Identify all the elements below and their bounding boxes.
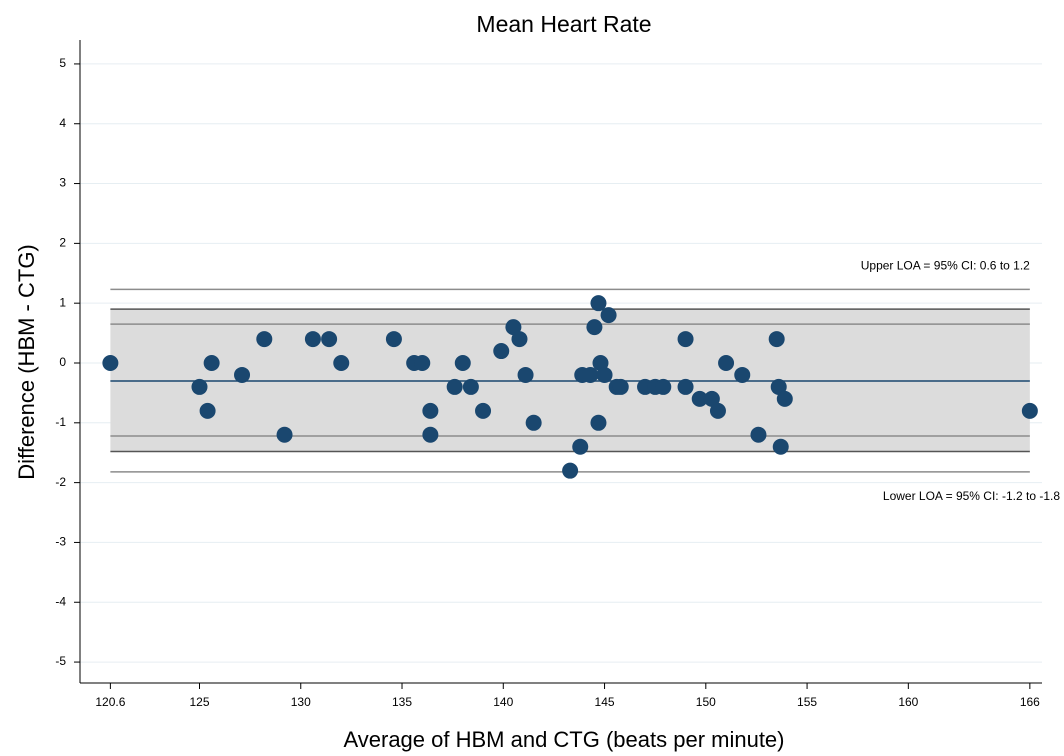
y-tick-label: 0: [59, 355, 66, 369]
point: [677, 331, 694, 348]
point: [454, 354, 471, 371]
point: [596, 366, 613, 383]
point: [612, 378, 629, 395]
point: [422, 426, 439, 443]
point: [1021, 402, 1038, 419]
point: [734, 366, 751, 383]
point: [462, 378, 479, 395]
annotation: Lower LOA = 95% CI: -1.2 to -1.8: [883, 489, 1060, 503]
point: [770, 378, 787, 395]
point: [590, 295, 607, 312]
point: [677, 378, 694, 395]
point: [655, 378, 672, 395]
point: [772, 438, 789, 455]
point: [256, 331, 273, 348]
y-tick-label: -1: [55, 415, 66, 429]
y-axis-title: Difference (HBM - CTG): [14, 244, 39, 480]
point: [333, 354, 350, 371]
point: [586, 319, 603, 336]
point: [562, 462, 579, 479]
point: [422, 402, 439, 419]
y-tick-label: -4: [55, 594, 66, 608]
x-tick-label: 155: [797, 695, 817, 709]
point: [776, 390, 793, 407]
point: [768, 331, 785, 348]
point: [385, 331, 402, 348]
x-tick-label: 130: [291, 695, 311, 709]
x-tick-label: 150: [696, 695, 716, 709]
point: [446, 378, 463, 395]
x-tick-label: 166: [1020, 695, 1040, 709]
x-tick-label: 135: [392, 695, 412, 709]
point: [691, 390, 708, 407]
point: [276, 426, 293, 443]
point: [709, 402, 726, 419]
point: [304, 331, 321, 348]
point: [718, 354, 735, 371]
x-tick-label: 145: [595, 695, 615, 709]
point: [525, 414, 542, 431]
point: [703, 390, 720, 407]
point: [234, 366, 251, 383]
y-tick-label: 2: [59, 236, 66, 250]
annotation: Upper LOA = 95% CI: 0.6 to 1.2: [861, 259, 1030, 273]
point: [191, 378, 208, 395]
y-tick-label: 1: [59, 295, 66, 309]
y-tick-label: -5: [55, 654, 66, 668]
x-tick-label: 120.6: [95, 695, 125, 709]
x-tick-label: 140: [493, 695, 513, 709]
point: [321, 331, 338, 348]
point: [600, 307, 617, 324]
y-tick-label: -3: [55, 535, 66, 549]
point: [475, 402, 492, 419]
point: [102, 354, 119, 371]
y-tick-label: -2: [55, 475, 66, 489]
y-tick-label: 4: [59, 116, 66, 130]
point: [750, 426, 767, 443]
chart-title: Mean Heart Rate: [476, 11, 651, 37]
point: [414, 354, 431, 371]
x-tick-label: 160: [898, 695, 918, 709]
y-tick-label: 3: [59, 176, 66, 190]
point: [511, 331, 528, 348]
point: [203, 354, 220, 371]
point: [590, 414, 607, 431]
x-axis-title: Average of HBM and CTG (beats per minute…: [343, 727, 784, 752]
point: [517, 366, 534, 383]
point: [199, 402, 216, 419]
y-tick-label: 5: [59, 56, 66, 70]
x-tick-label: 125: [189, 695, 209, 709]
point: [582, 366, 599, 383]
point: [572, 438, 589, 455]
point: [493, 343, 510, 360]
point: [505, 319, 522, 336]
